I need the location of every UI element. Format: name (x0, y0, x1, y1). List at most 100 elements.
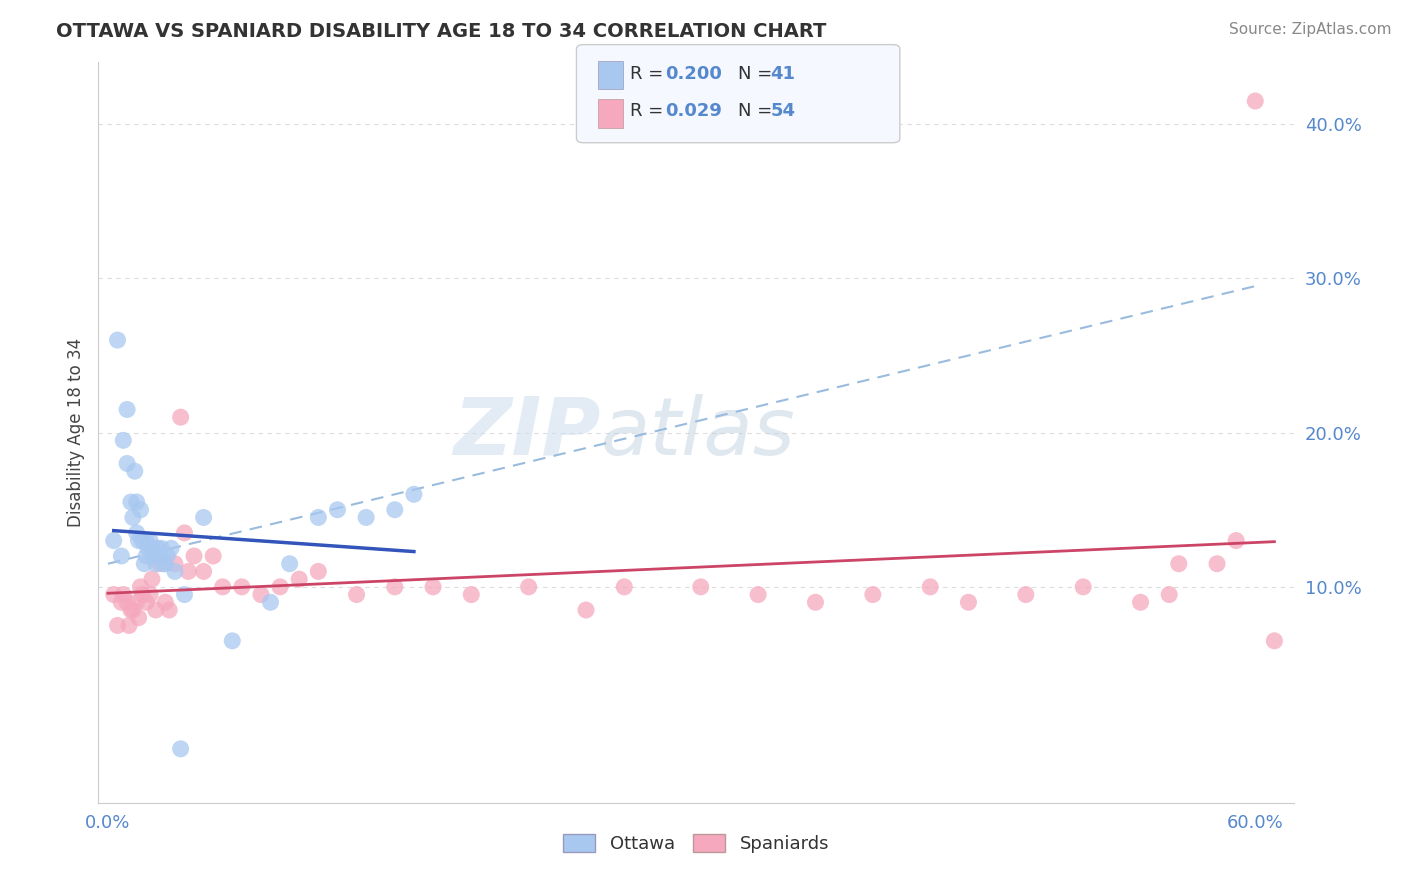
Point (149, 549, 172, 563)
Text: 0.029: 0.029 (665, 103, 721, 120)
Point (173, 588, 195, 602)
Point (146, 541, 169, 556)
Point (155, 595, 177, 609)
Point (1129, 595, 1152, 609)
Point (124, 464, 146, 478)
Point (326, 502, 349, 516)
Point (384, 502, 406, 516)
Point (141, 541, 163, 556)
Point (115, 595, 138, 609)
Point (957, 595, 980, 609)
Point (139, 588, 162, 602)
Point (134, 557, 156, 571)
Point (149, 557, 172, 571)
Point (1244, 94, 1267, 108)
Point (169, 741, 191, 756)
Point (575, 603, 598, 617)
Point (155, 557, 177, 571)
Text: N =: N = (738, 65, 778, 83)
Text: ZIP: ZIP (453, 393, 600, 472)
Point (110, 595, 132, 609)
Point (517, 580, 540, 594)
Point (1159, 588, 1181, 602)
Point (121, 603, 143, 617)
Point (145, 557, 167, 571)
Point (152, 557, 174, 571)
Point (169, 410, 191, 425)
Point (163, 557, 186, 571)
Point (125, 495, 148, 509)
Point (1015, 588, 1038, 602)
Text: Source: ZipAtlas.com: Source: ZipAtlas.com (1229, 22, 1392, 37)
Point (112, 434, 135, 448)
Point (1225, 533, 1247, 548)
Point (145, 603, 167, 617)
Point (307, 510, 329, 524)
Legend: Ottawa, Spaniards: Ottawa, Spaniards (555, 827, 837, 861)
Point (422, 580, 444, 594)
Point (129, 580, 152, 594)
Point (103, 533, 125, 548)
Point (1167, 557, 1189, 571)
Point (211, 580, 233, 594)
Point (193, 510, 215, 524)
Point (150, 541, 173, 556)
Point (160, 541, 183, 556)
Point (125, 595, 148, 609)
Point (1071, 580, 1094, 594)
Point (131, 588, 153, 602)
Point (804, 595, 827, 609)
Point (135, 549, 157, 563)
Point (221, 633, 243, 648)
Point (288, 572, 311, 586)
Point (129, 502, 152, 516)
Point (141, 572, 163, 586)
Point (156, 549, 179, 563)
Point (202, 549, 225, 563)
Text: 54: 54 (770, 103, 796, 120)
Point (131, 533, 153, 548)
Point (183, 549, 205, 563)
Point (163, 565, 186, 579)
Text: N =: N = (738, 103, 778, 120)
Text: R =: R = (630, 103, 669, 120)
Point (354, 510, 377, 524)
Point (107, 618, 129, 632)
Point (862, 588, 884, 602)
Point (177, 565, 200, 579)
Text: atlas: atlas (600, 393, 796, 472)
Point (157, 603, 180, 617)
Point (231, 580, 253, 594)
Point (346, 588, 368, 602)
Point (135, 595, 157, 609)
Point (125, 525, 148, 540)
Point (103, 588, 125, 602)
Point (384, 580, 406, 594)
Point (139, 533, 162, 548)
Point (120, 495, 142, 509)
Text: 0.200: 0.200 (665, 65, 721, 83)
Point (269, 580, 291, 594)
Point (920, 580, 942, 594)
Text: R =: R = (630, 65, 669, 83)
Point (193, 565, 215, 579)
Point (136, 541, 159, 556)
Point (115, 402, 138, 417)
Point (173, 525, 195, 540)
Point (747, 588, 769, 602)
Point (307, 565, 329, 579)
Point (120, 603, 142, 617)
Text: OTTAWA VS SPANIARD DISABILITY AGE 18 TO 34 CORRELATION CHART: OTTAWA VS SPANIARD DISABILITY AGE 18 TO … (56, 22, 827, 41)
Point (128, 610, 150, 624)
Point (121, 510, 143, 524)
Point (112, 588, 135, 602)
Point (278, 557, 301, 571)
Y-axis label: Disability Age 18 to 34: Disability Age 18 to 34 (66, 338, 84, 527)
Text: 41: 41 (770, 65, 796, 83)
Point (259, 595, 281, 609)
Point (115, 457, 138, 471)
Point (689, 580, 711, 594)
Point (613, 580, 636, 594)
Point (142, 549, 165, 563)
Point (107, 333, 129, 347)
